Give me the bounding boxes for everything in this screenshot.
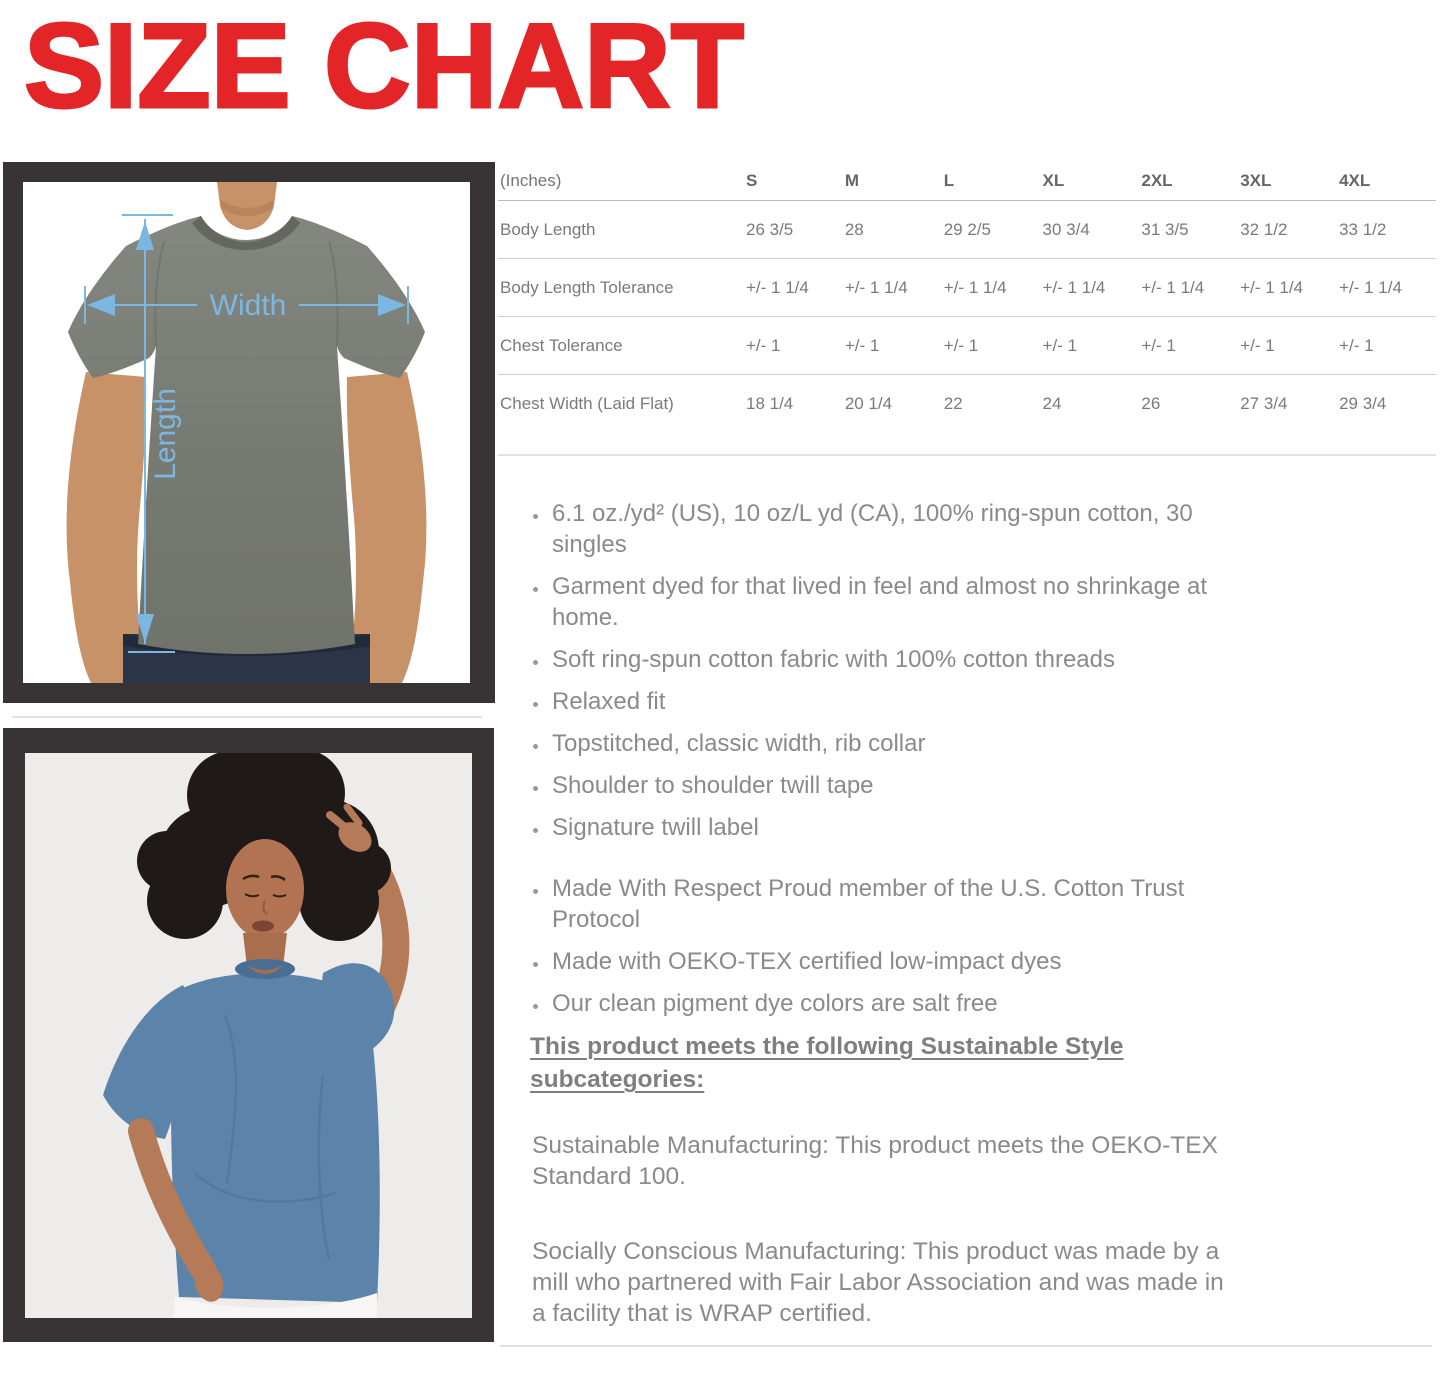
size-table-body: Body Length 26 3/5 28 29 2/5 30 3/4 31 3/5 32 …	[498, 200, 1436, 433]
sustainable-style-heading: This product meets the following Sustain…	[530, 1033, 1124, 1093]
hand-on-head	[326, 803, 372, 852]
size-value: +/- 1	[842, 316, 942, 375]
feature-item: Relaxed fit	[550, 686, 1210, 717]
table-col-header: M	[842, 162, 942, 201]
size-value: 26	[1141, 393, 1161, 413]
size-value: 32 1/2	[1238, 200, 1338, 259]
size-value: 33 1/2	[1337, 200, 1436, 259]
size-value: 30 3/4	[1040, 200, 1140, 259]
womens-shirt-illustration	[25, 753, 472, 1318]
sustainable-manufacturing-paragraph: Sustainable Manufacturing: This product …	[532, 1132, 1218, 1190]
feature-item: Our clean pigment dye colors are salt fr…	[550, 988, 1210, 1019]
size-value: 26 3/5	[744, 200, 843, 259]
socially-conscious-paragraph: Socially Conscious Manufacturing: This p…	[532, 1238, 1224, 1327]
row-label: Chest Tolerance	[498, 316, 744, 375]
size-value: +/- 1 1/4	[842, 258, 942, 317]
product-details-column: (Inches) S M L XL 2XL 3XL 4XL Body Length 26 3/5…	[498, 162, 1438, 1347]
size-value: +/- 1	[1238, 316, 1338, 375]
sustainability-feature-list: Made With Respect Proud member of the U.…	[498, 873, 1210, 1019]
feature-item: Made With Respect Proud member of the U.…	[550, 873, 1210, 935]
size-value: +/- 1 1/4	[744, 258, 843, 317]
size-value: 27 3/4	[1240, 393, 1288, 413]
size-value: 29 3/4	[1339, 393, 1387, 413]
womens-shirt-photo	[3, 728, 494, 1342]
size-table: (Inches) S M L XL 2XL 3XL 4XL Body Length 26 3/5…	[498, 162, 1436, 432]
table-row: Chest Width (Laid Flat) 18 1/4 20 1/4 22 24 2…	[498, 375, 1436, 433]
bottom-divider	[500, 1345, 1432, 1347]
table-unit-label: (Inches)	[498, 162, 744, 201]
row-label: Body Length Tolerance	[498, 258, 744, 317]
size-value: 20 1/4	[844, 393, 893, 413]
mens-shirt-measurement-photo: Width Length	[3, 162, 495, 703]
table-col-header: 2XL	[1139, 162, 1239, 201]
table-row: Body Length 26 3/5 28 29 2/5 30 3/4 31 3/5 32 …	[498, 200, 1436, 259]
photo-divider	[12, 716, 482, 718]
feature-item: Shoulder to shoulder twill tape	[550, 770, 1210, 801]
face	[226, 839, 304, 939]
table-col-header: 4XL	[1337, 162, 1436, 201]
feature-item: Signature twill label	[550, 812, 1210, 843]
size-value: +/- 1	[1337, 316, 1436, 375]
size-value: 18 1/4	[746, 393, 794, 413]
table-col-header: 3XL	[1238, 162, 1338, 201]
size-value: 31 3/5	[1139, 200, 1239, 259]
shirt-folds	[194, 1014, 336, 1260]
size-table-head-row: (Inches) S M L XL 2XL 3XL 4XL	[498, 162, 1436, 201]
page-title: SIZE CHART	[23, 0, 746, 133]
size-value: 29 2/5	[941, 200, 1041, 259]
mens-shirt	[68, 216, 425, 654]
size-value: +/- 1	[1040, 316, 1140, 375]
table-row: Chest Tolerance +/- 1 +/- 1 +/- 1 +/- 1 +/- 1…	[498, 316, 1436, 375]
table-end-divider	[498, 454, 1436, 456]
mens-shirt-diagram: Width Length	[23, 182, 470, 683]
length-label: Length	[149, 388, 182, 480]
feature-item: Made with OEKO-TEX certified low-impact …	[550, 946, 1210, 977]
feature-item: Topstitched, classic width, rib collar	[550, 728, 1210, 759]
feature-item: Soft ring-spun cotton fabric with 100% c…	[550, 644, 1210, 675]
row-label: Body Length	[498, 200, 744, 259]
feature-item: 6.1 oz./yd² (US), 10 oz/L yd (CA), 100% …	[550, 498, 1210, 560]
table-row: Body Length Tolerance +/- 1 1/4 +/- 1 1/4 +…	[498, 258, 1436, 317]
size-value: +/- 1	[941, 316, 1041, 375]
size-value: +/- 1 1/4	[1139, 258, 1239, 317]
size-value: +/- 1	[1139, 316, 1239, 375]
row-label: Chest Width (Laid Flat)	[500, 393, 674, 413]
table-col-header: S	[744, 162, 843, 201]
size-value: 24	[1042, 393, 1062, 413]
size-value: +/- 1 1/4	[1040, 258, 1140, 317]
size-value: +/- 1 1/4	[941, 258, 1041, 317]
measurement-annotations	[84, 214, 409, 653]
feature-list: 6.1 oz./yd² (US), 10 oz/L yd (CA), 100% …	[498, 498, 1210, 843]
table-col-header: L	[941, 162, 1041, 201]
measurement-arrowheads	[87, 221, 406, 643]
size-value: +/- 1	[744, 316, 843, 375]
width-label: Width	[210, 289, 287, 322]
womens-shirt	[103, 963, 395, 1303]
size-value: +/- 1 1/4	[1238, 258, 1338, 317]
size-value: +/- 1 1/4	[1337, 258, 1436, 317]
size-value: 28	[842, 200, 942, 259]
table-col-header: XL	[1040, 162, 1140, 201]
size-value: 22	[943, 393, 963, 413]
feature-item: Garment dyed for that lived in feel and …	[550, 571, 1210, 633]
